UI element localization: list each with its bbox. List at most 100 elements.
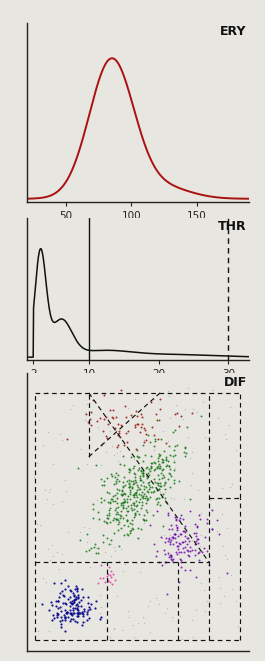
Point	[113, 427, 117, 438]
Point	[152, 441, 157, 451]
Point	[139, 480, 143, 490]
Point	[202, 584, 206, 595]
Point	[152, 394, 157, 405]
Point	[64, 485, 68, 496]
Point	[136, 452, 140, 463]
Point	[158, 460, 162, 471]
Point	[167, 549, 172, 560]
Point	[169, 520, 173, 530]
Point	[161, 455, 165, 465]
Point	[102, 480, 107, 490]
Point	[68, 584, 72, 595]
Point	[157, 449, 162, 460]
Point	[80, 594, 84, 605]
Point	[205, 518, 209, 528]
Point	[149, 458, 154, 469]
Point	[63, 598, 67, 608]
Point	[147, 477, 151, 488]
Point	[118, 512, 122, 523]
Point	[196, 485, 200, 495]
Point	[130, 504, 135, 515]
Point	[156, 478, 160, 488]
Point	[77, 608, 81, 619]
Point	[138, 494, 142, 504]
Point	[142, 510, 146, 520]
Point	[222, 428, 227, 439]
Point	[121, 488, 125, 499]
Point	[153, 464, 157, 475]
Point	[167, 533, 171, 544]
Point	[193, 527, 198, 538]
Point	[186, 432, 190, 442]
Point	[152, 436, 157, 446]
Point	[134, 488, 138, 498]
Point	[102, 495, 107, 506]
Point	[128, 487, 132, 498]
Point	[56, 609, 60, 619]
Point	[183, 451, 187, 461]
Point	[95, 415, 99, 426]
Point	[145, 486, 149, 496]
Point	[142, 518, 146, 529]
Point	[64, 607, 69, 618]
Point	[69, 609, 73, 619]
Point	[188, 494, 192, 505]
Point	[166, 386, 170, 397]
Point	[112, 449, 116, 460]
Point	[115, 514, 119, 525]
Point	[54, 596, 58, 606]
Point	[178, 539, 182, 549]
Point	[160, 559, 164, 570]
Point	[72, 607, 76, 618]
Point	[109, 551, 113, 561]
Point	[174, 520, 178, 531]
Point	[89, 407, 93, 417]
Point	[148, 492, 152, 502]
Point	[207, 596, 211, 606]
Point	[51, 499, 56, 510]
Point	[87, 545, 91, 555]
Point	[78, 527, 82, 537]
Point	[104, 431, 108, 442]
Point	[121, 513, 125, 524]
Point	[138, 471, 142, 482]
Point	[218, 583, 223, 594]
Point	[119, 544, 123, 555]
Point	[56, 596, 61, 607]
Point	[56, 596, 60, 606]
Point	[164, 438, 168, 448]
Point	[91, 504, 95, 514]
Point	[65, 607, 70, 618]
Point	[131, 463, 135, 473]
Point	[109, 471, 114, 481]
Point	[98, 589, 102, 600]
Point	[68, 601, 72, 611]
Point	[161, 464, 165, 475]
Point	[97, 514, 101, 525]
Point	[133, 487, 138, 498]
Point	[141, 514, 145, 524]
Point	[140, 500, 144, 510]
Point	[215, 515, 219, 525]
Point	[99, 602, 103, 613]
Point	[58, 588, 62, 598]
Point	[51, 612, 56, 623]
Point	[164, 455, 168, 465]
Point	[115, 474, 120, 485]
Point	[173, 424, 177, 435]
Point	[131, 504, 136, 515]
Point	[230, 584, 234, 594]
Point	[60, 600, 64, 611]
Point	[180, 514, 185, 524]
Point	[101, 529, 105, 540]
Point	[142, 488, 147, 498]
Point	[121, 502, 125, 512]
Point	[168, 463, 172, 474]
Point	[114, 514, 118, 524]
Point	[165, 588, 170, 599]
Point	[75, 582, 79, 593]
Point	[134, 490, 138, 500]
Point	[99, 611, 103, 622]
Point	[146, 486, 150, 497]
Point	[125, 516, 129, 526]
